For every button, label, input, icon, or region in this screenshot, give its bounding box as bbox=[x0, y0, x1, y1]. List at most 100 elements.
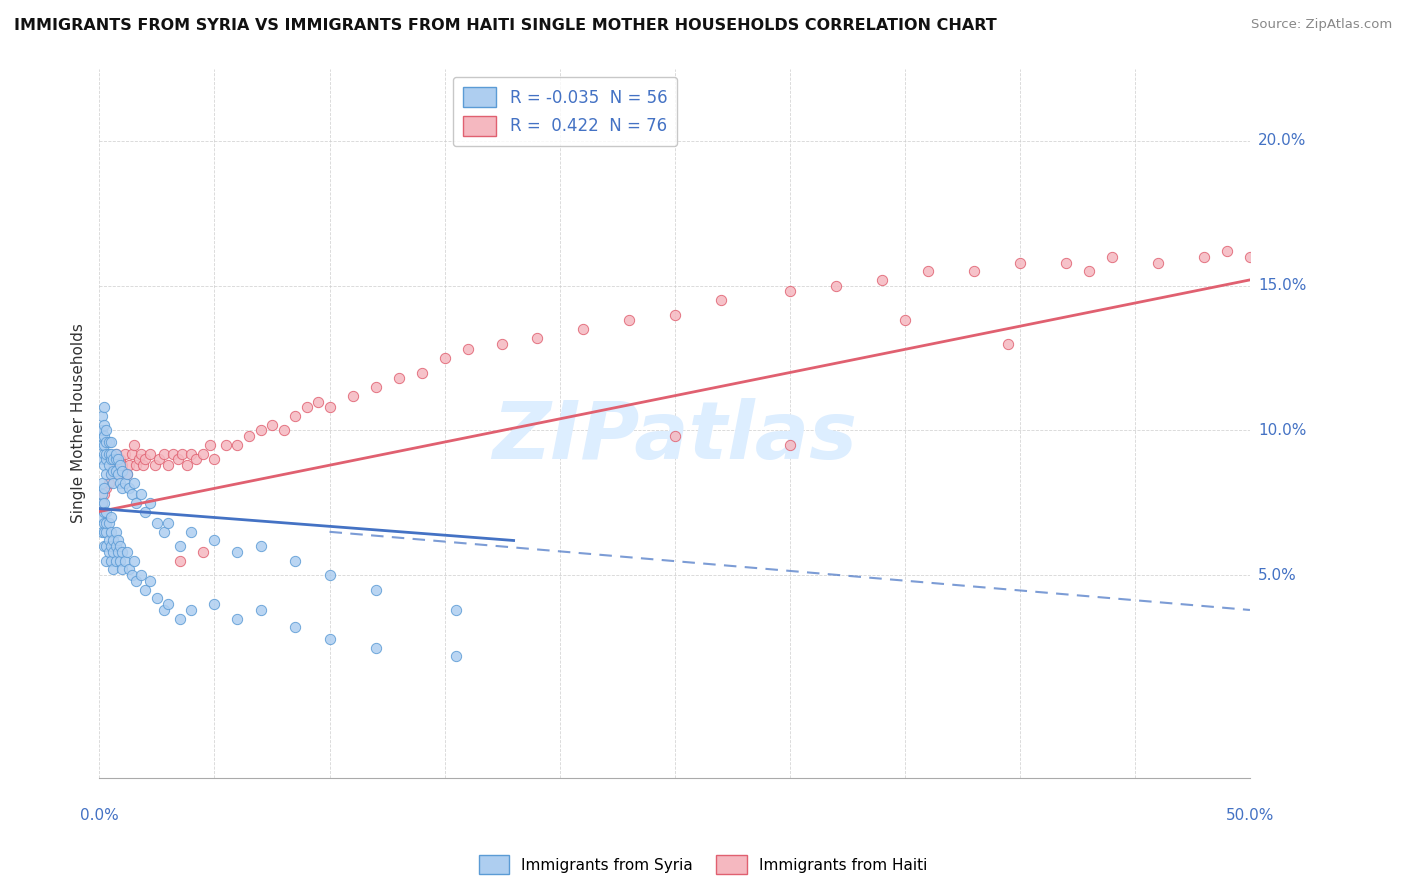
Point bbox=[249, 603, 271, 617]
Point bbox=[93, 516, 115, 530]
Point bbox=[96, 467, 118, 481]
Point bbox=[93, 438, 115, 452]
Point bbox=[97, 516, 120, 530]
Point bbox=[125, 574, 148, 588]
Point bbox=[204, 597, 226, 611]
Point bbox=[894, 313, 917, 327]
Point bbox=[180, 447, 202, 461]
Point bbox=[103, 458, 125, 473]
Point bbox=[103, 562, 125, 576]
Point bbox=[90, 510, 112, 524]
Point bbox=[143, 458, 166, 473]
Point bbox=[180, 603, 202, 617]
Point bbox=[157, 597, 180, 611]
Point bbox=[103, 452, 125, 467]
Point bbox=[1077, 264, 1099, 278]
Point bbox=[710, 293, 733, 308]
Point bbox=[96, 516, 118, 530]
Point bbox=[139, 447, 162, 461]
Point bbox=[491, 336, 513, 351]
Point bbox=[93, 401, 115, 415]
Legend: Immigrants from Syria, Immigrants from Haiti: Immigrants from Syria, Immigrants from H… bbox=[472, 849, 934, 880]
Point bbox=[96, 482, 118, 496]
Point bbox=[824, 278, 846, 293]
Point bbox=[114, 475, 136, 490]
Point bbox=[1239, 250, 1261, 264]
Point bbox=[249, 539, 271, 553]
Point bbox=[115, 467, 138, 481]
Point bbox=[162, 447, 184, 461]
Point bbox=[1101, 250, 1123, 264]
Point bbox=[93, 487, 115, 501]
Text: IMMIGRANTS FROM SYRIA VS IMMIGRANTS FROM HAITI SINGLE MOTHER HOUSEHOLDS CORRELAT: IMMIGRANTS FROM SYRIA VS IMMIGRANTS FROM… bbox=[14, 18, 997, 33]
Point bbox=[111, 458, 134, 473]
Point bbox=[93, 496, 115, 510]
Point bbox=[411, 366, 433, 380]
Point bbox=[90, 496, 112, 510]
Point bbox=[96, 424, 118, 438]
Point bbox=[260, 417, 283, 432]
Point bbox=[284, 409, 307, 423]
Point bbox=[153, 524, 176, 539]
Point bbox=[169, 612, 191, 626]
Point bbox=[96, 504, 118, 518]
Point bbox=[107, 467, 129, 481]
Point bbox=[191, 545, 214, 559]
Point bbox=[342, 389, 364, 403]
Point bbox=[571, 322, 593, 336]
Point bbox=[997, 336, 1019, 351]
Point bbox=[103, 464, 125, 478]
Point bbox=[125, 458, 148, 473]
Point bbox=[108, 554, 131, 568]
Point bbox=[457, 343, 479, 357]
Point bbox=[93, 417, 115, 432]
Point bbox=[90, 409, 112, 423]
Point bbox=[118, 458, 141, 473]
Point bbox=[364, 640, 387, 655]
Point bbox=[184, 452, 207, 467]
Point bbox=[664, 308, 686, 322]
Text: 15.0%: 15.0% bbox=[1258, 278, 1306, 293]
Point bbox=[433, 351, 456, 365]
Point bbox=[139, 496, 162, 510]
Point bbox=[1147, 255, 1170, 269]
Point bbox=[111, 545, 134, 559]
Point bbox=[100, 467, 122, 481]
Point bbox=[1216, 244, 1239, 258]
Point bbox=[870, 273, 893, 287]
Point bbox=[100, 510, 122, 524]
Point bbox=[157, 516, 180, 530]
Point bbox=[100, 554, 122, 568]
Point bbox=[779, 285, 801, 299]
Point bbox=[100, 447, 122, 461]
Point bbox=[176, 458, 198, 473]
Point bbox=[249, 424, 271, 438]
Point bbox=[963, 264, 986, 278]
Point bbox=[111, 482, 134, 496]
Point bbox=[107, 545, 129, 559]
Point bbox=[444, 603, 467, 617]
Point bbox=[93, 524, 115, 539]
Point bbox=[100, 452, 122, 467]
Point bbox=[107, 452, 129, 467]
Point bbox=[129, 487, 152, 501]
Point bbox=[122, 554, 145, 568]
Text: 5.0%: 5.0% bbox=[1258, 567, 1296, 582]
Point bbox=[191, 447, 214, 461]
Point bbox=[169, 554, 191, 568]
Point bbox=[118, 482, 141, 496]
Point bbox=[1192, 250, 1215, 264]
Point bbox=[779, 438, 801, 452]
Point bbox=[238, 429, 260, 443]
Point bbox=[104, 554, 127, 568]
Point bbox=[96, 435, 118, 450]
Point bbox=[90, 424, 112, 438]
Point bbox=[96, 539, 118, 553]
Point bbox=[107, 467, 129, 481]
Text: 10.0%: 10.0% bbox=[1258, 423, 1306, 438]
Point bbox=[104, 447, 127, 461]
Point bbox=[100, 452, 122, 467]
Point bbox=[90, 496, 112, 510]
Point bbox=[128, 452, 150, 467]
Point bbox=[307, 394, 329, 409]
